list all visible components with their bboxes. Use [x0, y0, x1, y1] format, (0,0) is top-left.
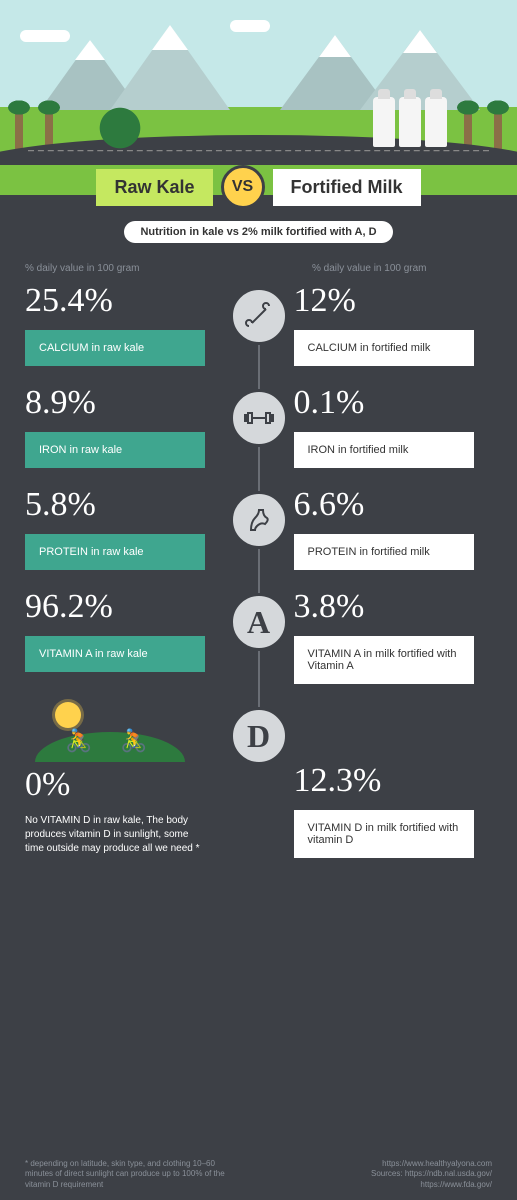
footer: * depending on latitude, skin type, and … — [25, 1159, 492, 1190]
cyclists-illustration: 🚴🚴 — [25, 702, 205, 762]
milk-protein-label: PROTEIN in fortified milk — [294, 534, 474, 570]
vs-badge: VS — [221, 165, 265, 209]
milk-vitd-label: VITAMIN D in milk fortified with vitamin… — [294, 810, 474, 858]
dumbbell-icon — [230, 389, 288, 447]
section-iron: 8.9% IRON in raw kale 0.1% IRON in forti… — [25, 384, 492, 468]
title-row: Raw Kale VS Fortified Milk — [0, 165, 517, 209]
section-protein: 5.8% PROTEIN in raw kale 6.6% PROTEIN in… — [25, 486, 492, 570]
daily-value-header: % daily value in 100 gram % daily value … — [25, 263, 492, 274]
letter-a-icon: A — [230, 593, 288, 651]
section-vitamin-d: 🚴🚴 0% No VITAMIN D in raw kale, The body… — [25, 702, 492, 858]
kale-iron-label: IRON in raw kale — [25, 432, 205, 468]
milk-bottles-icon — [373, 97, 447, 147]
kale-vitd-note: No VITAMIN D in raw kale, The body produ… — [25, 814, 205, 856]
milk-vita-label: VITAMIN A in milk fortified with Vitamin… — [294, 636, 474, 684]
kale-iron-pct: 8.9% — [25, 384, 224, 422]
milk-iron-pct: 0.1% — [294, 384, 493, 422]
kale-protein-pct: 5.8% — [25, 486, 224, 524]
bone-icon — [230, 287, 288, 345]
kale-vitd-pct: 0% — [25, 766, 224, 804]
section-calcium: 25.4% CALCIUM in raw kale 12% CALCIUM in… — [25, 282, 492, 366]
kale-icon — [90, 95, 150, 150]
letter-d-icon: D — [230, 707, 288, 765]
milk-protein-pct: 6.6% — [294, 486, 493, 524]
arm-icon — [230, 491, 288, 549]
subtitle: Nutrition in kale vs 2% milk fortified w… — [124, 221, 392, 243]
section-vitamin-a: 96.2% VITAMIN A in raw kale A 3.8% VITAM… — [25, 588, 492, 684]
milk-vitd-pct: 12.3% — [294, 762, 493, 800]
milk-iron-label: IRON in fortified milk — [294, 432, 474, 468]
kale-vita-label: VITAMIN A in raw kale — [25, 636, 205, 672]
site-link: https://www.healthyalyona.com — [371, 1159, 492, 1169]
disclaimer: * depending on latitude, skin type, and … — [25, 1159, 225, 1190]
milk-vita-pct: 3.8% — [294, 588, 493, 626]
milk-title: Fortified Milk — [273, 169, 421, 206]
kale-calcium-label: CALCIUM in raw kale — [25, 330, 205, 366]
kale-protein-label: PROTEIN in raw kale — [25, 534, 205, 570]
kale-calcium-pct: 25.4% — [25, 282, 224, 320]
milk-calcium-label: CALCIUM in fortified milk — [294, 330, 474, 366]
milk-calcium-pct: 12% — [294, 282, 493, 320]
kale-vita-pct: 96.2% — [25, 588, 224, 626]
kale-title: Raw Kale — [96, 169, 212, 206]
